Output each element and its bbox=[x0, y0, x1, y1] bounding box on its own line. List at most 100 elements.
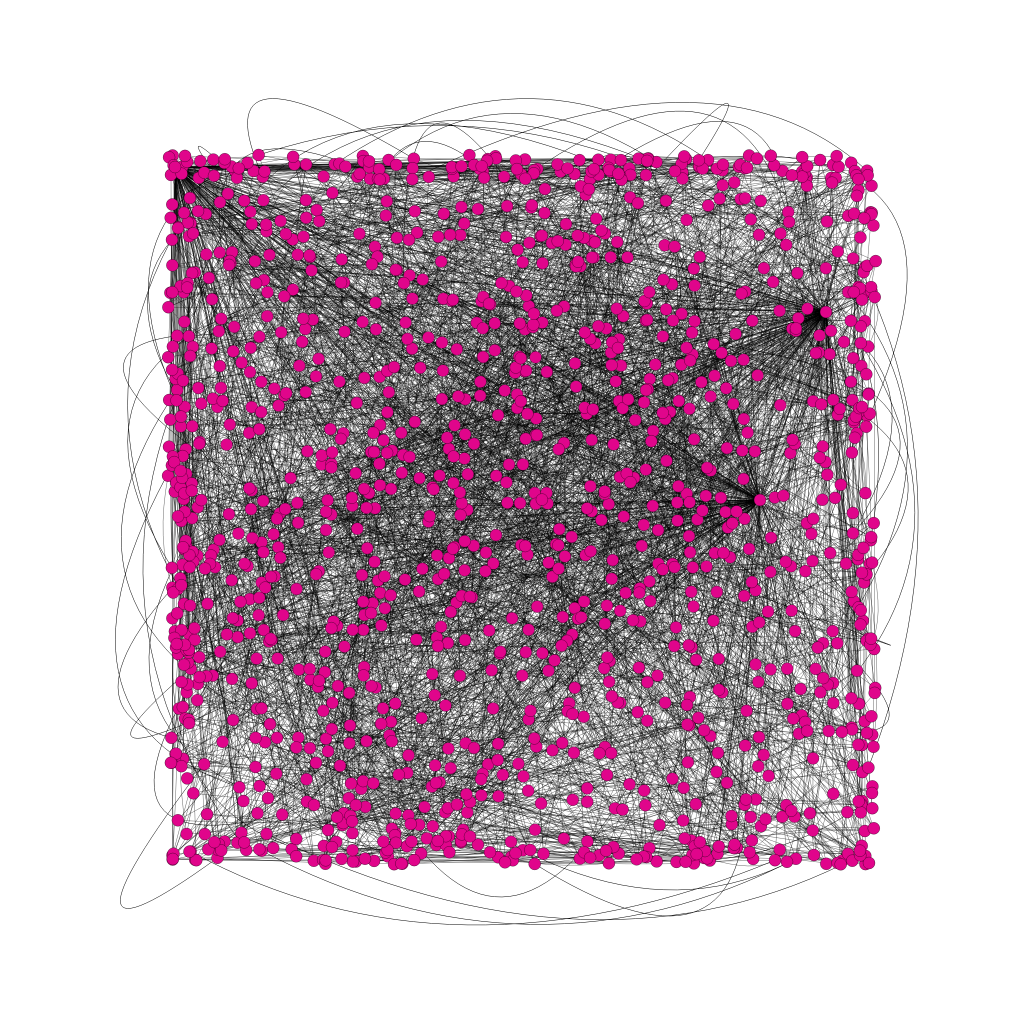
node bbox=[511, 243, 524, 256]
node bbox=[175, 760, 188, 773]
node bbox=[243, 627, 257, 640]
node bbox=[656, 406, 669, 419]
node bbox=[244, 205, 257, 218]
node bbox=[326, 696, 339, 709]
node bbox=[752, 730, 766, 744]
node bbox=[552, 562, 565, 575]
node bbox=[577, 595, 591, 608]
node bbox=[598, 617, 611, 630]
node bbox=[640, 313, 654, 327]
node bbox=[455, 200, 468, 214]
node bbox=[556, 610, 569, 624]
node bbox=[796, 150, 809, 164]
node bbox=[741, 426, 754, 439]
node bbox=[695, 375, 708, 389]
node bbox=[182, 330, 195, 343]
node bbox=[458, 217, 471, 230]
node bbox=[815, 398, 828, 411]
node bbox=[700, 560, 713, 573]
node bbox=[577, 710, 590, 723]
node bbox=[353, 167, 366, 180]
node bbox=[358, 852, 372, 865]
node bbox=[338, 640, 351, 653]
node bbox=[697, 724, 711, 737]
node bbox=[385, 735, 398, 748]
node bbox=[183, 845, 196, 858]
node bbox=[408, 415, 421, 429]
node bbox=[166, 198, 179, 211]
node bbox=[312, 674, 326, 687]
node bbox=[669, 621, 683, 634]
node bbox=[275, 326, 288, 339]
node bbox=[686, 561, 699, 574]
node bbox=[278, 290, 291, 303]
node bbox=[643, 372, 656, 386]
node bbox=[651, 523, 665, 537]
node bbox=[519, 172, 532, 185]
node bbox=[390, 158, 403, 172]
node bbox=[841, 805, 854, 819]
node bbox=[712, 840, 725, 853]
node bbox=[555, 639, 568, 652]
node bbox=[568, 357, 582, 370]
node bbox=[862, 856, 876, 870]
node bbox=[260, 827, 273, 841]
node bbox=[524, 704, 537, 717]
node bbox=[416, 273, 429, 286]
node bbox=[738, 512, 751, 525]
node bbox=[527, 307, 541, 320]
node bbox=[319, 854, 332, 867]
node bbox=[585, 433, 598, 447]
node bbox=[171, 814, 185, 827]
node bbox=[846, 506, 860, 520]
node bbox=[644, 594, 657, 608]
node bbox=[527, 318, 540, 331]
node bbox=[198, 562, 212, 575]
node bbox=[431, 639, 445, 653]
node bbox=[743, 846, 756, 859]
node bbox=[729, 327, 742, 341]
node bbox=[293, 359, 306, 372]
node bbox=[846, 527, 860, 540]
node bbox=[454, 508, 467, 522]
node bbox=[257, 623, 270, 637]
node bbox=[346, 623, 359, 636]
node bbox=[326, 446, 339, 459]
node bbox=[854, 806, 867, 819]
node bbox=[207, 153, 220, 166]
node bbox=[780, 855, 794, 868]
node bbox=[174, 464, 187, 477]
node bbox=[826, 624, 839, 638]
node bbox=[617, 510, 630, 523]
node bbox=[514, 395, 528, 408]
node bbox=[653, 818, 666, 832]
node bbox=[811, 641, 824, 654]
node bbox=[309, 568, 323, 581]
node bbox=[847, 351, 860, 365]
node bbox=[373, 173, 386, 186]
node bbox=[276, 808, 289, 821]
node bbox=[237, 794, 250, 808]
node bbox=[601, 651, 614, 664]
node bbox=[495, 276, 508, 290]
node bbox=[845, 585, 858, 598]
node bbox=[736, 444, 749, 457]
node bbox=[659, 194, 673, 207]
node bbox=[813, 153, 827, 167]
node bbox=[727, 397, 740, 411]
node bbox=[651, 669, 664, 682]
node bbox=[737, 412, 750, 426]
node bbox=[860, 726, 874, 740]
node bbox=[165, 731, 178, 744]
node bbox=[458, 564, 471, 577]
node bbox=[193, 651, 206, 664]
node bbox=[866, 802, 879, 815]
node bbox=[656, 330, 670, 343]
node bbox=[319, 505, 333, 518]
node bbox=[799, 564, 812, 578]
node bbox=[646, 499, 659, 513]
node bbox=[257, 494, 270, 508]
node bbox=[235, 356, 248, 369]
node bbox=[174, 410, 188, 423]
node bbox=[845, 723, 859, 736]
